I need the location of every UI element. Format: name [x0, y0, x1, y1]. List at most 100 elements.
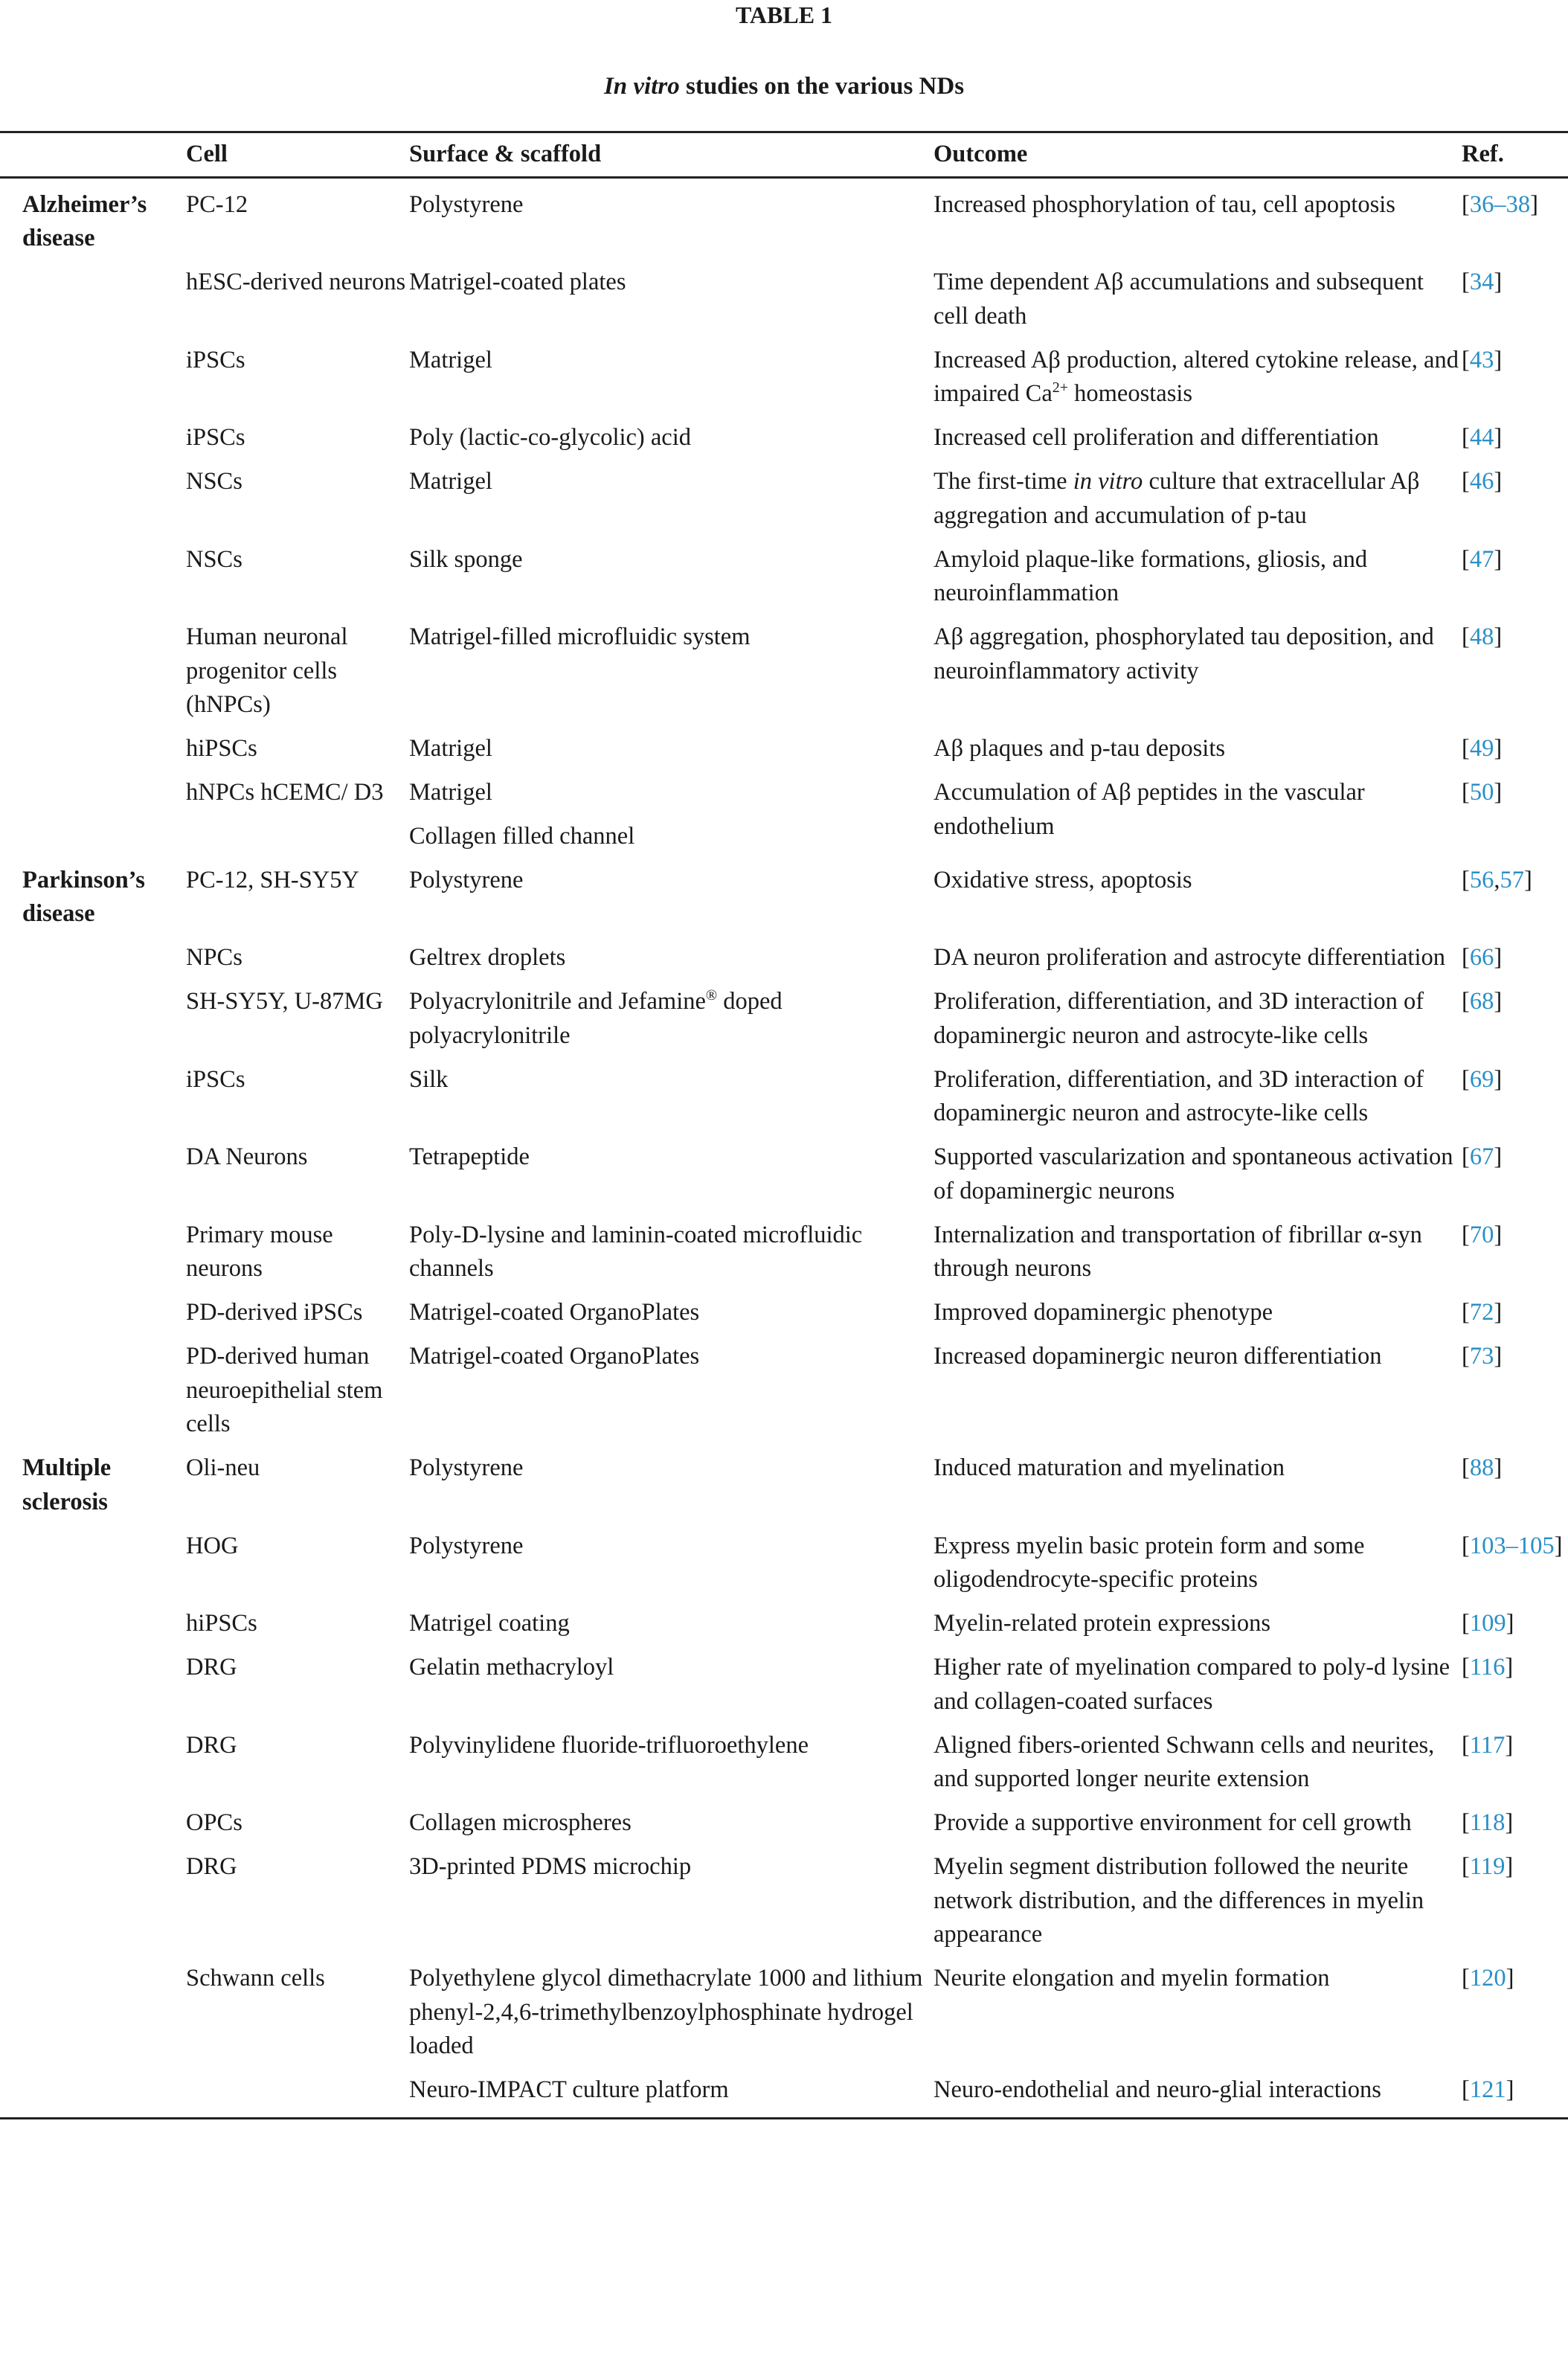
- reference-link[interactable]: 119: [1469, 1853, 1506, 1880]
- disease-group: [0, 2073, 186, 2119]
- reference-link[interactable]: 56: [1469, 866, 1494, 893]
- reference: [117]: [1462, 1731, 1514, 1759]
- surface-scaffold: Matrigel-coated plates: [409, 266, 934, 344]
- table-row: NSCs Matrigel The first-time in vitro cult…: [0, 465, 1568, 543]
- surface-scaffold: Poly (lactic-co-glycolic) acid: [409, 421, 934, 465]
- outcome: Neurite elongation and myelin formation: [934, 1962, 1462, 2073]
- disease-group: [0, 776, 186, 864]
- cell-type: NSCs: [186, 545, 242, 573]
- outcome: The first-time in vitro culture that ext…: [934, 465, 1462, 543]
- disease-group: [0, 1340, 186, 1451]
- reference-link[interactable]: 73: [1469, 1343, 1494, 1370]
- text-segment: Improved dopaminergic phenotype: [934, 1299, 1273, 1326]
- cell-type: HOG: [186, 1532, 239, 1559]
- surface-scaffold: Geltrex droplets: [409, 941, 934, 985]
- surface-scaffold: Polyacrylonitrile and Jefamine® doped po…: [409, 985, 934, 1063]
- header-ref: Ref.: [1462, 141, 1504, 167]
- table-row: hiPSCs Matrigel coating Myelin-related pro…: [0, 1607, 1568, 1651]
- text-segment: Internalization and transportation of fi…: [934, 1221, 1422, 1283]
- text-segment: Aβ aggregation, phosphorylated tau depos…: [934, 623, 1434, 684]
- reference-link[interactable]: 103–105: [1469, 1532, 1555, 1559]
- reference: [116]: [1462, 1654, 1514, 1681]
- reference-link[interactable]: 66: [1469, 944, 1494, 971]
- disease-group: [0, 465, 186, 543]
- table-row: PD-derived iPSCs Matrigel-coated OrganoPl…: [0, 1296, 1568, 1340]
- reference-link[interactable]: 43: [1469, 346, 1494, 373]
- reference-link[interactable]: 34: [1469, 269, 1494, 295]
- surface-scaffold: 3D-printed PDMS microchip: [409, 1850, 934, 1962]
- cell-type: DRG: [186, 1853, 237, 1880]
- reference-link[interactable]: 116: [1469, 1654, 1506, 1681]
- cell-type: DRG: [186, 1654, 237, 1681]
- reference-link[interactable]: 49: [1469, 735, 1494, 762]
- surface-entry: Matrigel-coated plates: [409, 269, 626, 295]
- cell-type: Oli-neu: [186, 1454, 260, 1481]
- reference-link[interactable]: 117: [1469, 1731, 1506, 1759]
- outcome: Proliferation, differentiation, and 3D i…: [934, 985, 1462, 1063]
- reference-link[interactable]: 57: [1500, 866, 1524, 893]
- outcome: Myelin segment distribution followed the…: [934, 1850, 1462, 1962]
- table-row: NSCs Silk sponge Amyloid plaque-like forma…: [0, 543, 1568, 621]
- reference-link[interactable]: 68: [1469, 988, 1494, 1015]
- reference-link[interactable]: 44: [1469, 424, 1494, 451]
- table-row: iPSCs Matrigel Increased Aβ production, al…: [0, 344, 1568, 422]
- surface-scaffold: Matrigel-coated OrganoPlates: [409, 1296, 934, 1340]
- surface-entry: Silk sponge: [409, 545, 523, 573]
- reference: [49]: [1462, 735, 1503, 762]
- cell-type: Primary mouse neurons: [186, 1221, 333, 1283]
- surface-scaffold: Matrigel-coated OrganoPlates: [409, 1340, 934, 1451]
- outcome: Increased cell proliferation and differe…: [934, 421, 1462, 465]
- studies-table: Cell Surface & scaffold Outcome Ref. Alz…: [0, 131, 1568, 2119]
- table-row: Human neuronal progenitor cells (hNPCs) M…: [0, 620, 1568, 732]
- outcome: Time dependent Aβ accumulations and subs…: [934, 266, 1462, 344]
- outcome: Aβ aggregation, phosphorylated tau depos…: [934, 620, 1462, 732]
- outcome: Proliferation, differentiation, and 3D i…: [934, 1063, 1462, 1141]
- reference: [88]: [1462, 1454, 1503, 1481]
- reference-link[interactable]: 88: [1469, 1454, 1494, 1481]
- disease-group: [0, 1850, 186, 1962]
- table-row: DRG 3D-printed PDMS microchip Myelin segme…: [0, 1850, 1568, 1962]
- text-segment: Induced maturation and myelination: [934, 1454, 1285, 1481]
- surface-entry: Matrigel-coated OrganoPlates: [409, 1343, 700, 1370]
- table-row: DRG Polyvinylidene fluoride-trifluoroethy…: [0, 1729, 1568, 1807]
- surface-entry: Polystyrene: [409, 1532, 524, 1559]
- cell-type: iPSCs: [186, 346, 245, 373]
- cell-type: iPSCs: [186, 1065, 245, 1093]
- reference-link[interactable]: 120: [1469, 1965, 1506, 1992]
- reference-link[interactable]: 72: [1469, 1299, 1494, 1326]
- disease-group: Multiple sclerosis: [22, 1454, 112, 1515]
- reference: [103–105]: [1462, 1532, 1563, 1559]
- surface-scaffold: Matrigel: [409, 732, 934, 776]
- text-segment: studies on the various NDs: [679, 73, 965, 100]
- table-row: PD-derived human neuroepithelial stem ce…: [0, 1340, 1568, 1451]
- surface-entry: Silk: [409, 1065, 449, 1093]
- text-segment: In vitro: [603, 73, 680, 100]
- reference: [119]: [1462, 1853, 1514, 1880]
- reference: [109]: [1462, 1610, 1514, 1637]
- reference-link[interactable]: 67: [1469, 1143, 1494, 1170]
- surface-scaffold: Polystyrene: [409, 1530, 934, 1608]
- reference-link[interactable]: 46: [1469, 468, 1494, 495]
- text-segment: Express myelin basic protein form and so…: [934, 1532, 1365, 1594]
- reference-link[interactable]: 118: [1469, 1809, 1506, 1836]
- header-outcome: Outcome: [934, 141, 1028, 167]
- surface-entry: Matrigel: [409, 779, 492, 806]
- reference-link[interactable]: 36–38: [1469, 190, 1531, 218]
- reference-link[interactable]: 109: [1469, 1610, 1506, 1637]
- reference-link[interactable]: 47: [1469, 545, 1494, 573]
- reference-link[interactable]: 50: [1469, 779, 1494, 806]
- outcome: Accumulation of Aβ peptides in the vascu…: [934, 776, 1462, 864]
- outcome: Express myelin basic protein form and so…: [934, 1530, 1462, 1608]
- reference-link[interactable]: 48: [1469, 623, 1494, 650]
- reference-link[interactable]: 70: [1469, 1221, 1494, 1248]
- disease-group: [0, 1530, 186, 1608]
- reference: [121]: [1462, 2076, 1514, 2103]
- reference: [43]: [1462, 346, 1503, 373]
- text-segment: homeostasis: [1068, 380, 1193, 407]
- reference-link[interactable]: 69: [1469, 1065, 1494, 1093]
- cell-type: hiPSCs: [186, 1610, 257, 1637]
- table-row: hESC-derived neurons Matrigel-coated plat…: [0, 266, 1568, 344]
- outcome: Induced maturation and myelination: [934, 1451, 1462, 1530]
- reference-link[interactable]: 121: [1469, 2076, 1506, 2103]
- reference: [56,57]: [1462, 866, 1532, 893]
